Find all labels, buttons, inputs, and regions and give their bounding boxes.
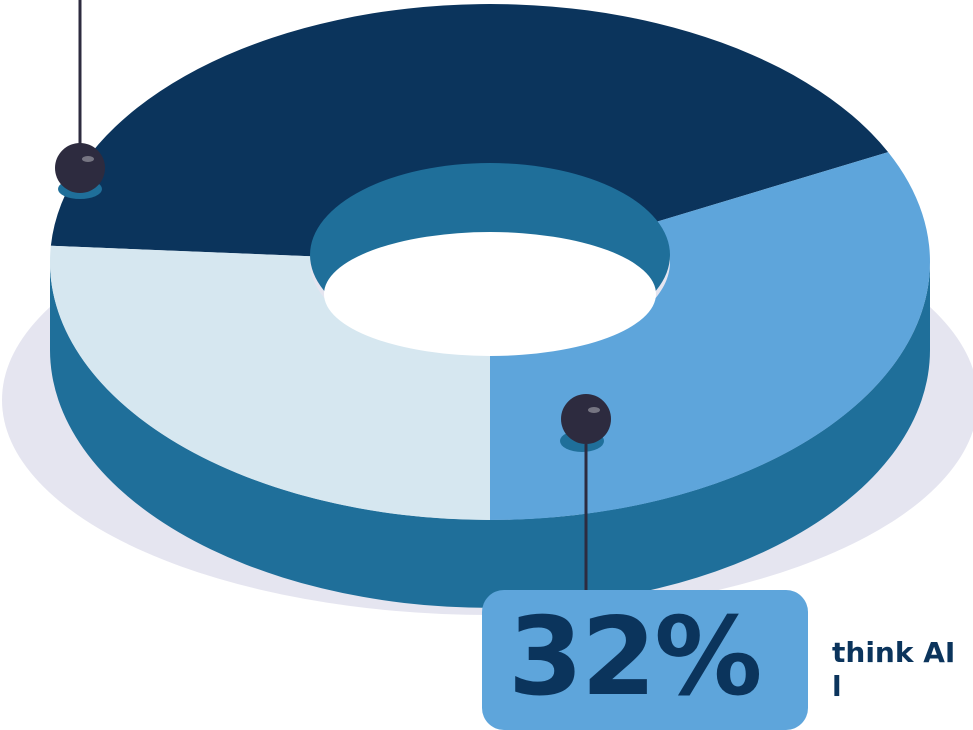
pie-slice-1 <box>50 4 889 257</box>
donut-chart <box>2 0 973 615</box>
callout-value: 32% <box>508 595 763 720</box>
pin-head <box>55 143 105 193</box>
callout-text: think AI l <box>832 636 973 704</box>
callout-box: 32% <box>482 590 808 730</box>
callout-text-line-1: think AI <box>832 636 956 669</box>
pie-slice-3 <box>49 245 490 520</box>
pin-head <box>561 394 611 444</box>
donut-hole-floor <box>324 232 656 356</box>
pin-highlight <box>588 407 600 413</box>
donut-side <box>50 262 930 608</box>
pin-highlight <box>82 156 94 162</box>
donut-slices <box>49 4 930 521</box>
